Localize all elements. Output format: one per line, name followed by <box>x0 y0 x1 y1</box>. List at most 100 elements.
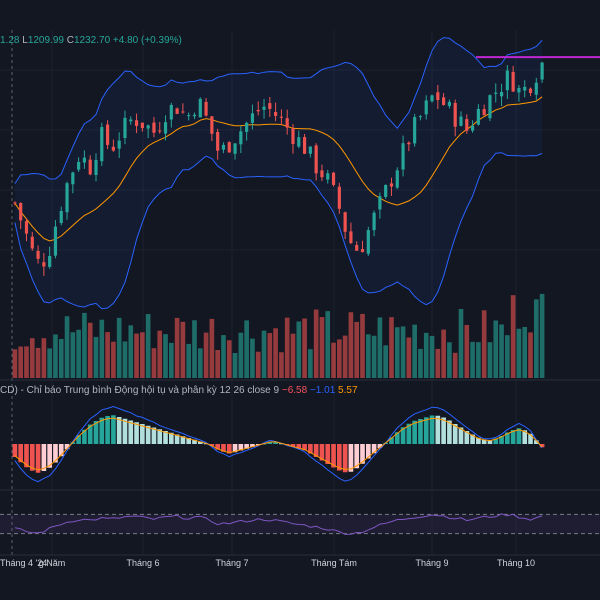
macd-hist-bar <box>354 444 360 469</box>
volume-bar <box>383 345 388 378</box>
volume-bar <box>290 333 296 378</box>
macd-params: 12 26 close 9 <box>219 385 280 396</box>
macd-hist-bar <box>342 444 348 473</box>
x-tick-4: Tháng Tám <box>311 558 357 568</box>
macd-hist-bar <box>516 428 522 444</box>
volume-bar <box>180 321 186 378</box>
macd-hist-bar <box>400 427 406 444</box>
candle-body <box>511 71 515 92</box>
macd-hist-bar <box>470 434 475 444</box>
candle-body <box>24 221 29 234</box>
candle-body <box>233 143 237 154</box>
volume-bar <box>528 332 533 378</box>
macd-hist-bar <box>458 427 464 444</box>
macd-hist-bar <box>24 444 29 468</box>
bollinger-bands <box>14 37 543 310</box>
high-value: 1.28 <box>0 35 20 46</box>
candle-body <box>314 145 318 174</box>
macd-hist-bar <box>105 416 110 444</box>
macd-hist-bar <box>145 425 151 444</box>
candle-body <box>123 117 127 138</box>
candle-body <box>372 212 376 231</box>
candle-body <box>129 119 133 122</box>
candle-body <box>204 101 208 116</box>
volume-bar <box>319 317 325 378</box>
candle-body <box>349 231 353 244</box>
macd-hist-bar <box>331 444 336 468</box>
volume-bar <box>238 332 244 378</box>
macd-hist-bar <box>377 444 383 448</box>
volume-bar <box>279 352 284 378</box>
volume-bar <box>389 317 394 378</box>
x-tick-0: Tháng 4 '24 <box>0 558 48 568</box>
macd-hist-bar <box>447 420 452 444</box>
macd-hist-bar <box>128 420 134 444</box>
macd-hist-bar <box>151 427 157 444</box>
volume-bar <box>58 338 64 378</box>
candle-body <box>94 159 98 176</box>
macd-hist-bar <box>394 432 400 444</box>
volume-bar <box>134 333 139 378</box>
candle-body <box>100 127 104 162</box>
candle-body <box>146 125 150 129</box>
volume-bar <box>169 342 174 378</box>
volume-bar <box>499 324 504 378</box>
candle-body <box>53 226 58 256</box>
macd-hist-bar <box>169 432 174 444</box>
rsi-panel[interactable] <box>0 513 600 535</box>
macd-hist-bar <box>64 444 70 450</box>
volume-bar <box>302 318 307 378</box>
candle-body <box>250 113 255 123</box>
macd-hist-bar <box>180 436 186 444</box>
volume-bar <box>447 342 452 378</box>
candle-body <box>528 88 533 93</box>
macd-hist-bar <box>134 422 139 444</box>
macd-hist-bar <box>29 444 35 471</box>
candle-body <box>227 142 231 153</box>
volume-bar <box>505 335 510 378</box>
candle-body <box>424 100 428 115</box>
moving-average-line <box>14 96 543 242</box>
volume-bar <box>226 340 232 378</box>
candle-body <box>210 116 214 134</box>
macd-hist-bar <box>389 437 394 444</box>
candlestick-series[interactable] <box>13 61 544 276</box>
x-tick-2: Tháng 6 <box>126 558 160 568</box>
macd-hist-bar <box>365 444 371 459</box>
volume-bar <box>487 342 493 378</box>
macd-hist-bar <box>510 430 516 444</box>
volume-bar <box>464 324 470 378</box>
macd-hist-bar <box>418 419 423 444</box>
candle-body <box>279 116 283 118</box>
macd-hist-bar <box>493 438 499 444</box>
macd-hist-bar <box>476 437 481 444</box>
volume-bar <box>516 328 522 378</box>
candle-body <box>268 103 272 109</box>
candle-body <box>36 250 40 259</box>
volume-bar <box>400 326 406 378</box>
candle-body <box>163 122 168 134</box>
volume-bar <box>255 351 261 378</box>
candle-body <box>192 114 197 117</box>
volume-bar <box>296 321 302 378</box>
volume-bar <box>82 312 87 378</box>
time-axis[interactable]: Tháng 4 '24 g Năm Tháng 6 Tháng 7 Tháng … <box>0 558 600 574</box>
volume-bar <box>308 349 313 378</box>
volume-bar <box>24 346 29 378</box>
candle-body <box>360 249 365 253</box>
volume-bar <box>93 336 99 378</box>
volume-bar <box>192 320 197 378</box>
close-value: 1232.70 <box>73 35 111 46</box>
candle-body <box>517 87 521 93</box>
candle-body <box>181 111 185 113</box>
macd-panel[interactable] <box>12 405 545 483</box>
x-tick-1: g Năm <box>38 558 66 568</box>
macd-hist-bar <box>348 444 354 472</box>
macd-legend[interactable]: CD) - Chỉ báo Trung bình Động hội tụ và … <box>0 385 358 396</box>
candle-body <box>30 236 34 249</box>
candle-body <box>169 105 173 120</box>
volume-bar <box>325 311 331 378</box>
macd-hist-bar <box>371 444 377 454</box>
ohlc-readout: 1.28 L1209.99 C1232.70 +4.80 (+0.39%) <box>0 35 182 46</box>
